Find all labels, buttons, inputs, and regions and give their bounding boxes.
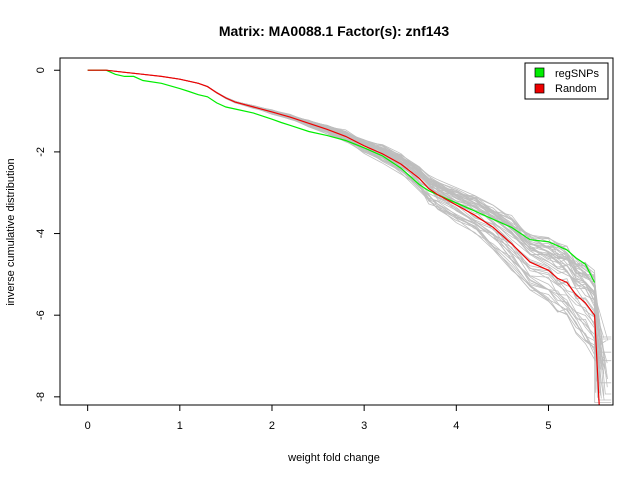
legend-label-regsnps: regSNPs [555,68,600,80]
random-curve [87,69,608,364]
legend-swatch-random [534,83,545,94]
series-line-random [87,69,600,406]
random-curve [87,69,599,361]
random-curve [87,69,602,382]
legend: regSNPs Random [524,62,609,100]
legend-label-random: Random [555,83,597,95]
x-axis: 0 1 2 3 4 5 [85,404,552,432]
random-curve [87,69,607,349]
random-curve [87,69,601,331]
random-curve [87,69,608,388]
random-curve [87,69,607,378]
random-curve [87,69,612,384]
random-curve [87,69,600,339]
x-tick-label: 4 [453,420,459,432]
random-curve [87,69,612,403]
y-tick-label: 0 [35,67,47,73]
random-curve [87,69,608,380]
random-curve [87,69,602,370]
x-tick-label: 0 [85,420,91,432]
random-curve [87,69,609,341]
random-curve [87,69,598,347]
random-curve [87,69,596,335]
series-line-regsnps [87,69,596,283]
random-curve [87,69,612,340]
random-curve [87,69,605,359]
random-curve [87,69,596,356]
random-curve [87,69,605,374]
random-curve [87,69,598,350]
random-curve [87,69,612,395]
y-axis-label: inverse cumulative distribution [5,158,17,305]
random-curve [87,69,612,338]
random-curve [87,69,612,362]
random-curve [87,69,604,363]
y-tick-label: -4 [35,229,47,239]
x-tick-label: 3 [361,420,367,432]
x-tick-label: 1 [177,420,183,432]
random-curve [87,69,606,369]
random-curve [87,69,596,349]
legend-swatch-regsnps [534,67,545,78]
series-lines [87,69,600,406]
random-curve [87,69,602,399]
random-curve [87,69,605,361]
y-tick-label: -8 [35,392,47,402]
random-curve [87,69,599,356]
plot-frame [59,57,614,406]
random-curve [87,69,598,357]
random-curve [87,69,603,370]
x-tick-label: 2 [269,420,275,432]
random-curve [87,69,596,365]
x-axis-label: weight fold change [287,452,380,464]
random-curve [87,69,599,367]
random-curve [87,69,612,353]
y-tick-label: -2 [35,147,47,157]
y-axis: 0 -2 -4 -6 -8 [35,67,60,402]
x-tick-label: 5 [545,420,551,432]
chart-title: Matrix: MA0088.1 Factor(s): znf143 [219,23,450,39]
random-background-curves [87,69,612,403]
random-curve [87,69,597,382]
random-curve [87,69,600,367]
random-curve [87,69,602,350]
random-curve [87,69,596,334]
y-tick-label: -6 [35,310,47,320]
random-curve [87,69,605,338]
random-curve [87,69,606,366]
